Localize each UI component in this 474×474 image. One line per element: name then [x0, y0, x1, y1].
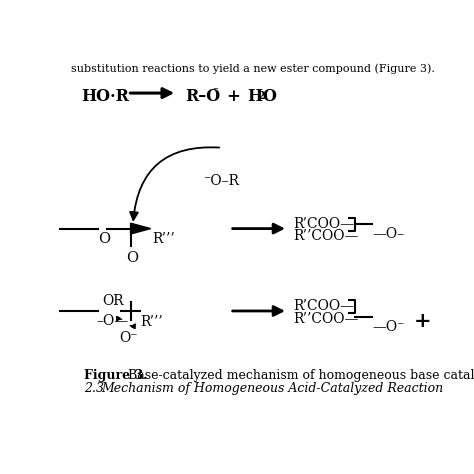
Text: 2: 2 — [257, 90, 264, 101]
Text: +: + — [414, 311, 432, 331]
Text: R’COO—: R’COO— — [293, 217, 354, 231]
Text: O⁻: O⁻ — [120, 331, 138, 345]
Text: R–O: R–O — [185, 88, 220, 105]
Text: R’’COO—: R’’COO— — [293, 229, 359, 243]
Text: ⁻: ⁻ — [212, 85, 218, 96]
Text: substitution reactions to yield a new ester compound (Figure 3).: substitution reactions to yield a new es… — [71, 63, 435, 73]
Text: 2.3: 2.3 — [84, 382, 112, 395]
Text: Figure 3.: Figure 3. — [84, 369, 147, 382]
Text: —O⁻: —O⁻ — [373, 320, 405, 334]
Text: Base-catalyzed mechanism of homogeneous base catalyst.: Base-catalyzed mechanism of homogeneous … — [124, 369, 474, 382]
Text: OR: OR — [103, 294, 124, 308]
Text: R’’’: R’’’ — [140, 315, 163, 329]
Text: R’’COO—: R’’COO— — [293, 312, 359, 326]
Text: H: H — [247, 88, 262, 105]
Text: R’’’: R’’’ — [152, 232, 175, 246]
Text: HO·R: HO·R — [81, 88, 129, 105]
Text: O: O — [126, 251, 138, 265]
Text: O: O — [98, 232, 110, 246]
Text: ⁻O–R: ⁻O–R — [202, 174, 238, 188]
Text: R’COO—: R’COO— — [293, 300, 354, 313]
Text: Mechanism of Homogeneous Acid-Catalyzed Reaction: Mechanism of Homogeneous Acid-Catalyzed … — [101, 382, 443, 395]
Text: —O–: —O– — [373, 227, 404, 241]
Text: +: + — [227, 88, 240, 105]
Polygon shape — [130, 223, 151, 234]
Text: –O—: –O— — [96, 314, 128, 328]
Text: O: O — [262, 88, 276, 105]
